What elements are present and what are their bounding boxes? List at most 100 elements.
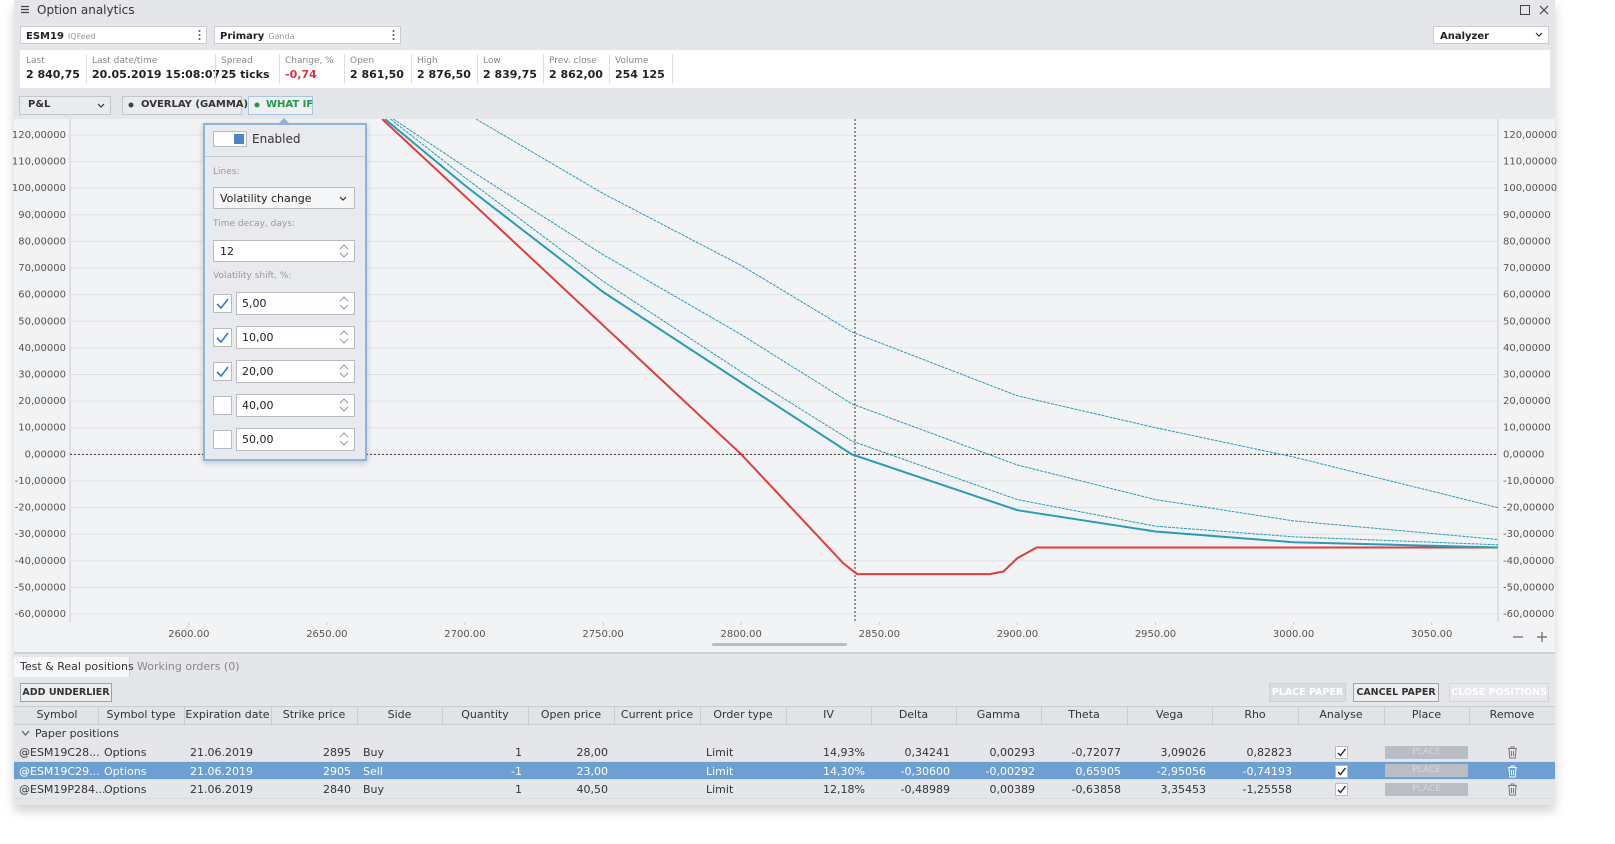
- table-cell: Options: [104, 783, 147, 796]
- stats-panel: [20, 50, 1550, 88]
- y-tick-label: -40,00000: [15, 556, 66, 567]
- chevron-icon: [97, 103, 105, 108]
- x-tick-label: 2800.00: [721, 629, 762, 640]
- checkbox: [213, 294, 232, 313]
- spin-arrows: [339, 432, 349, 446]
- series-line: [390, 119, 1498, 546]
- y2-tick-label: 0,00000: [1503, 449, 1544, 460]
- table-cell: 21.06.2019: [190, 764, 253, 778]
- spin-arrows: [339, 364, 349, 378]
- account-selector[interactable]: Primary Ganda: [214, 26, 401, 44]
- column-separator: [357, 707, 358, 724]
- x-tick-label: 2700.00: [444, 629, 485, 640]
- tab-active[interactable]: Test & Real positions: [14, 657, 134, 677]
- column-separator: [1041, 707, 1042, 724]
- column-header: Strike price: [282, 708, 346, 721]
- close-positions-button[interactable]: CLOSE POSITIONS: [1449, 683, 1549, 702]
- y-tick-label: -50,00000: [15, 582, 66, 593]
- vol-shift-input[interactable]: 5,00: [236, 292, 355, 315]
- column-header: Open price: [540, 708, 602, 721]
- account: Primary: [220, 31, 265, 42]
- kebab-icon: [392, 30, 395, 40]
- checkbox: [213, 362, 232, 381]
- y-tick-label: 40,00000: [18, 343, 66, 354]
- stat-label: Last date/time: [92, 56, 158, 66]
- vol-shift-input[interactable]: 10,00: [236, 326, 355, 349]
- y2-tick-label: 10,00000: [1503, 423, 1551, 434]
- stat-separator: [609, 54, 610, 84]
- popup-arrow: [278, 118, 290, 124]
- lines-dropdown[interactable]: Volatility change: [213, 187, 355, 209]
- column-header: Symbol: [36, 708, 78, 721]
- what-if-button[interactable]: WHAT IF: [248, 96, 313, 115]
- remove-icon: [1508, 746, 1517, 759]
- y2-tick-label: 20,00000: [1503, 396, 1551, 407]
- what-if-label: WHAT IF: [266, 99, 314, 110]
- enabled-label: Enabled: [252, 132, 301, 146]
- table-cell: 0,00389: [989, 783, 1036, 796]
- column-separator: [871, 707, 872, 724]
- table-cell: 2905: [323, 764, 351, 778]
- series-line: [384, 119, 1498, 549]
- tab[interactable]: Working orders (0): [137, 660, 240, 673]
- table-cell: Options: [104, 746, 147, 759]
- remove-icon: [1508, 783, 1517, 796]
- table-row[interactable]: [14, 780, 1555, 799]
- cancel-paper-button[interactable]: CANCEL PAPER: [1353, 683, 1439, 702]
- place-button[interactable]: PLACE: [1385, 764, 1468, 777]
- column-header: Delta: [898, 708, 929, 721]
- column-separator: [1212, 707, 1213, 724]
- x-tick-label: 2850.00: [859, 629, 900, 640]
- stat-separator: [411, 54, 412, 84]
- spin-arrows: [339, 398, 349, 412]
- column-header: Order type: [713, 708, 773, 721]
- vol-shift-input[interactable]: 20,00: [236, 360, 355, 383]
- stat-label: Change, %: [285, 56, 334, 66]
- zoom-in-icon: [1537, 632, 1547, 642]
- table-cell: Buy: [363, 746, 385, 759]
- view-dropdown[interactable]: P&L: [19, 96, 111, 115]
- column-separator: [271, 707, 272, 724]
- table-cell: -0,00292: [985, 764, 1035, 778]
- y2-tick-label: 40,00000: [1503, 343, 1551, 354]
- popup-divider: [205, 156, 365, 157]
- place-paper-button[interactable]: PLACE PAPER: [1269, 683, 1346, 702]
- symbol: ESM19: [26, 31, 64, 42]
- y-tick-label: 50,00000: [18, 316, 66, 327]
- lines-value: Volatility change: [220, 192, 312, 205]
- add-underlier-button[interactable]: ADD UNDERLIER: [20, 683, 112, 702]
- table-row[interactable]: [14, 761, 1555, 780]
- overlay-button[interactable]: OVERLAY (GAMMA): [122, 96, 248, 115]
- vol-shift-input[interactable]: 40,00: [236, 394, 355, 417]
- column-separator: [442, 707, 443, 724]
- column-separator: [184, 707, 185, 724]
- table-cell: 3,09026: [1160, 746, 1207, 759]
- mode-dropdown[interactable]: Analyzer: [1433, 26, 1549, 44]
- time-decay-input[interactable]: 12: [213, 240, 355, 262]
- table-cell: -0,63858: [1071, 783, 1121, 796]
- place-button[interactable]: PLACE: [1385, 782, 1468, 796]
- table-row[interactable]: [14, 743, 1555, 762]
- column-header: Vega: [1155, 708, 1184, 721]
- column-header: IV: [823, 708, 834, 721]
- y2-tick-label: -60,00000: [1503, 609, 1554, 620]
- stat-separator: [279, 54, 280, 84]
- stat-label: Open: [350, 56, 375, 66]
- column-header: Side: [387, 708, 412, 721]
- table-cell: @ESM19C29...: [19, 764, 100, 778]
- stat-label: Prev. close: [549, 56, 597, 66]
- table-cell: -1: [511, 764, 522, 778]
- table-cell: Options: [104, 764, 147, 778]
- scrollbar: [712, 643, 847, 646]
- y-tick-label: -30,00000: [15, 529, 66, 540]
- column-header: Place: [1411, 708, 1442, 721]
- table-cell: Limit: [706, 783, 734, 796]
- vol-shift-input[interactable]: 50,00: [236, 428, 355, 451]
- symbol-selector[interactable]: ESM19 IQFeed: [20, 26, 207, 44]
- table-cell: -1,25558: [1242, 783, 1292, 796]
- place-button[interactable]: PLACE: [1385, 745, 1468, 759]
- spin-arrows: [339, 244, 349, 258]
- column-header: Symbol type: [106, 708, 176, 721]
- series-line: [381, 119, 1498, 576]
- chevron-icon: [339, 196, 347, 201]
